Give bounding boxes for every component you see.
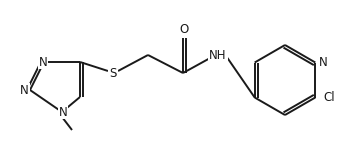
Text: N: N: [20, 84, 29, 96]
Text: NH: NH: [209, 48, 227, 61]
Text: N: N: [39, 56, 48, 68]
Text: N: N: [319, 56, 328, 69]
Text: S: S: [109, 67, 117, 80]
Text: O: O: [179, 23, 189, 36]
Text: Cl: Cl: [323, 91, 335, 104]
Text: N: N: [59, 105, 67, 119]
